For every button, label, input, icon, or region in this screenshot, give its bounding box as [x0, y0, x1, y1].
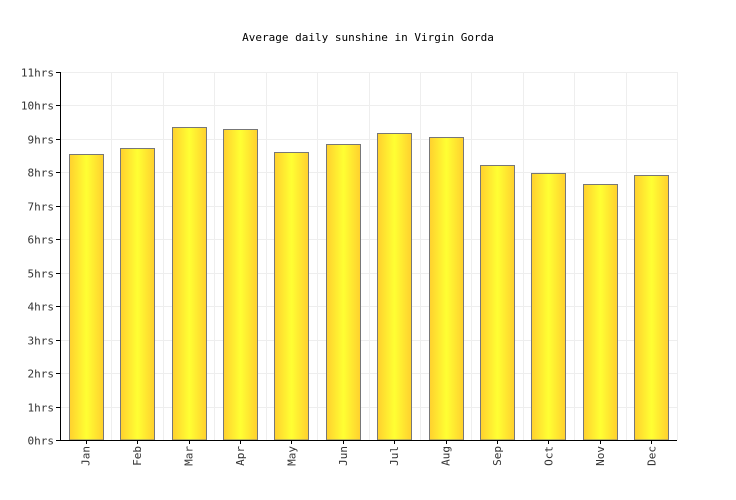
bar-aug [429, 137, 464, 441]
x-tick-label: Nov [594, 446, 607, 466]
x-tick-label: Jun [337, 446, 350, 466]
bar-feb [120, 148, 155, 441]
bar-may [274, 152, 309, 441]
y-tick-label: 0hrs [28, 435, 55, 448]
y-tick-label: 11hrs [21, 67, 54, 80]
x-tick-label: Oct [542, 446, 555, 466]
bar-nov [583, 184, 618, 441]
x-tick-label: Apr [234, 446, 247, 466]
y-tick-label: 8hrs [28, 167, 55, 180]
bar-dec [634, 175, 669, 441]
y-tick-label: 4hrs [28, 301, 55, 314]
x-tick-label: Jul [388, 446, 401, 466]
y-tick-label: 6hrs [28, 234, 55, 247]
gridlines [60, 72, 678, 440]
x-tick-labels: Jan Feb Mar Apr May Jun Jul Aug Sep Oct Nov Dec [80, 446, 659, 466]
x-tick-label: Mar [183, 446, 196, 466]
y-tick-label: 5hrs [28, 268, 55, 281]
y-tick-label: 7hrs [28, 201, 55, 214]
y-tick-label: 2hrs [28, 368, 55, 381]
bar-jan [69, 154, 104, 441]
y-tick-label: 3hrs [28, 335, 55, 348]
x-tick-label: Sep [491, 446, 504, 466]
bars [69, 127, 669, 441]
y-tick-label: 9hrs [28, 134, 55, 147]
x-tick-label: Dec [645, 446, 658, 466]
axes [56, 72, 677, 444]
x-tick-label: Feb [131, 446, 144, 466]
x-tick-label: Jan [80, 446, 93, 466]
bar-apr [223, 129, 258, 441]
x-tick-label: Aug [440, 446, 453, 466]
chart-title: Average daily sunshine in Virgin Gorda [242, 31, 494, 44]
y-tick-labels: 0hrs 1hrs 2hrs 3hrs 4hrs 5hrs 6hrs 7hrs 8hrs 9hrs… [21, 67, 54, 448]
bar-mar [172, 127, 207, 441]
y-tick-label: 10hrs [21, 100, 54, 113]
bar-jun [326, 144, 361, 441]
bar-sep [480, 165, 515, 441]
bar-oct [531, 173, 566, 441]
x-tick-label: May [285, 446, 298, 466]
y-tick-label: 1hrs [28, 402, 55, 415]
bar-jul [377, 133, 412, 441]
